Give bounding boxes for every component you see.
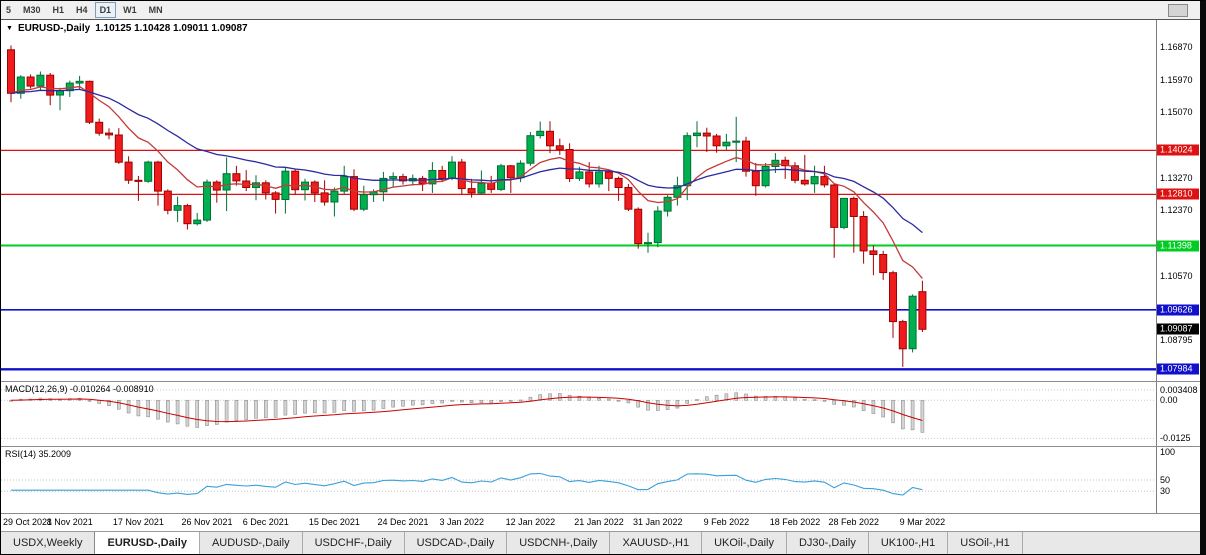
timeframe-button-m30[interactable]: M30 bbox=[23, 5, 41, 15]
timeframe-button-w1[interactable]: W1 bbox=[123, 5, 137, 15]
price-level-tag: 1.11398 bbox=[1157, 240, 1199, 252]
rsi-scale: 100 50 30 bbox=[1156, 447, 1200, 513]
pane-resize-handle[interactable] bbox=[1, 381, 1200, 382]
timeframe-button-h4[interactable]: H4 bbox=[76, 5, 88, 15]
date-label: 31 Jan 2022 bbox=[633, 517, 683, 527]
price-level-tag: 1.09626 bbox=[1157, 304, 1199, 316]
date-label: 3 Jan 2022 bbox=[439, 517, 485, 527]
chart-tab-xauusd-h1[interactable]: XAUUSD-,H1 bbox=[610, 532, 703, 554]
macd-chart-canvas[interactable] bbox=[1, 382, 1156, 446]
date-label: 6 Dec 2021 bbox=[242, 517, 289, 527]
chart-tab-bar: USDX,Weekly EURUSD-,Daily AUDUSD-,Daily USD… bbox=[1, 531, 1200, 554]
date-label: 29 Oct 2021 bbox=[3, 517, 53, 527]
timeframe-button-d1[interactable]: D1 bbox=[94, 2, 117, 18]
axis-label: 50 bbox=[1160, 475, 1171, 485]
rsi-chart-canvas[interactable] bbox=[1, 447, 1156, 513]
pane-resize-handle[interactable] bbox=[1, 446, 1200, 447]
date-label: 21 Jan 2022 bbox=[574, 517, 624, 527]
ohlc-values: 1.10125 1.10428 1.09011 1.09087 bbox=[95, 23, 248, 34]
symbol-label: EURUSD-,Daily bbox=[17, 23, 91, 34]
rsi-pane: RSI(14) 35.2009 100 50 30 bbox=[1, 447, 1200, 513]
price-pane: ▼ EURUSD-,Daily 1.10125 1.10428 1.09011 … bbox=[1, 19, 1200, 381]
date-label: 12 Jan 2022 bbox=[505, 517, 556, 527]
timeframe-button-mn[interactable]: MN bbox=[148, 5, 163, 15]
date-label: 9 Feb 2022 bbox=[703, 517, 750, 527]
price-scale[interactable]: 1.16870 1.15970 1.15070 1.13270 1.12370 1.105… bbox=[1156, 19, 1200, 381]
axis-label: 1.08795 bbox=[1160, 334, 1193, 345]
date-label: 24 Dec 2021 bbox=[377, 517, 429, 527]
chart-tab-dj30-daily[interactable]: DJ30-,Daily bbox=[787, 532, 869, 554]
chart-tab-usdcad-daily[interactable]: USDCAD-,Daily bbox=[405, 532, 508, 554]
macd-plot[interactable]: MACD(12,26,9) -0.010264 -0.008910 bbox=[1, 382, 1156, 446]
axis-label: 1.15070 bbox=[1160, 107, 1193, 118]
pane-divider bbox=[1, 513, 1200, 514]
timeframe-button-5[interactable]: 5 bbox=[6, 5, 12, 15]
chart-tab-audusd-daily[interactable]: AUDUSD-,Daily bbox=[200, 532, 303, 554]
timeframe-button-h1[interactable]: H1 bbox=[52, 5, 65, 15]
date-label: 28 Feb 2022 bbox=[828, 517, 880, 527]
price-level-tag: 1.14024 bbox=[1157, 144, 1199, 156]
date-label: 8 Nov 2021 bbox=[46, 517, 93, 527]
axis-label: 30 bbox=[1160, 486, 1171, 497]
axis-label: 0.003408 bbox=[1160, 384, 1198, 395]
date-label: 15 Dec 2021 bbox=[308, 517, 360, 527]
axis-label: 100 bbox=[1160, 447, 1176, 457]
axis-label: 0.00 bbox=[1160, 395, 1178, 406]
axis-label: 1.10570 bbox=[1160, 270, 1193, 281]
macd-pane: MACD(12,26,9) -0.010264 -0.008910 0.0034… bbox=[1, 382, 1200, 446]
window-button[interactable] bbox=[1168, 4, 1188, 17]
chart-tab-usdx-weekly[interactable]: USDX,Weekly bbox=[1, 532, 96, 554]
axis-label: 1.12370 bbox=[1160, 205, 1193, 216]
price-chart-canvas[interactable] bbox=[1, 19, 1156, 381]
price-level-tag: 1.07984 bbox=[1157, 363, 1199, 375]
symbol-dropdown-icon[interactable]: ▼ bbox=[6, 24, 13, 32]
chart-tab-usdchf-daily[interactable]: USDCHF-,Daily bbox=[303, 532, 405, 554]
rsi-indicator-label: RSI(14) 35.2009 bbox=[5, 449, 72, 459]
timeframe-toolbar: 5 M30 H1 H4 D1 W1 MN bbox=[1, 1, 1200, 20]
axis-label: 1.16870 bbox=[1160, 42, 1193, 53]
chart-tab-ukoil-daily[interactable]: UKOil-,Daily bbox=[702, 532, 787, 554]
price-level-tag: 1.12810 bbox=[1157, 188, 1199, 200]
rsi-plot[interactable]: RSI(14) 35.2009 bbox=[1, 447, 1156, 513]
axis-label: 1.13270 bbox=[1160, 172, 1193, 183]
macd-scale: 0.003408 0.00 -0.0125 bbox=[1156, 382, 1200, 446]
chart-header: ▼ EURUSD-,Daily 1.10125 1.10428 1.09011 … bbox=[6, 23, 248, 34]
axis-label: 1.15970 bbox=[1160, 74, 1193, 85]
chart-tab-usoil-h1[interactable]: USOil-,H1 bbox=[948, 532, 1023, 554]
macd-indicator-label: MACD(12,26,9) -0.010264 -0.008910 bbox=[5, 384, 154, 394]
chart-tab-uk100-h1[interactable]: UK100-,H1 bbox=[869, 532, 949, 554]
date-label: 18 Feb 2022 bbox=[769, 517, 821, 527]
date-label: 26 Nov 2021 bbox=[181, 517, 233, 527]
chart-area: ▼ EURUSD-,Daily 1.10125 1.10428 1.09011 … bbox=[1, 19, 1200, 532]
price-plot[interactable]: ▼ EURUSD-,Daily 1.10125 1.10428 1.09011 … bbox=[1, 19, 1156, 381]
axis-label: -0.0125 bbox=[1160, 433, 1191, 444]
chart-tab-eurusd-daily[interactable]: EURUSD-,Daily bbox=[94, 532, 200, 554]
price-level-tag: 1.09087 bbox=[1157, 323, 1199, 335]
date-label: 17 Nov 2021 bbox=[112, 517, 164, 527]
date-label: 9 Mar 2022 bbox=[899, 517, 946, 527]
chart-tab-usdcnh-daily[interactable]: USDCNH-,Daily bbox=[507, 532, 611, 554]
time-scale[interactable]: 29 Oct 2021 8 Nov 2021 17 Nov 2021 26 Nov 2… bbox=[1, 514, 1200, 532]
